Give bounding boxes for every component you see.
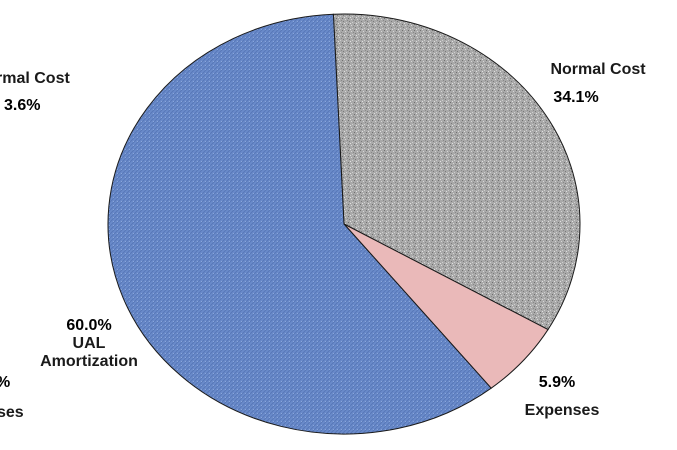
left-expenses-pct: % [0, 374, 10, 391]
normal-cost-pct: 34.1% [553, 89, 598, 106]
ual-pct: 60.0% [66, 317, 111, 334]
normal-cost-label: Normal Cost [550, 61, 646, 78]
left-normal-cost-pct: 3.6% [4, 97, 40, 114]
expenses-pct: 5.9% [539, 374, 575, 391]
expenses-label: Expenses [525, 402, 600, 419]
left-expenses-label: ses [0, 404, 24, 421]
slice-normal-cost [332, 13, 581, 331]
left-normal-cost-label: rmal Cost [0, 70, 70, 87]
slice-ual-amortization [107, 13, 492, 435]
ual-label-line2: Amortization [40, 353, 138, 370]
main-pie [107, 13, 581, 435]
ual-label-line1: UAL [73, 335, 106, 352]
